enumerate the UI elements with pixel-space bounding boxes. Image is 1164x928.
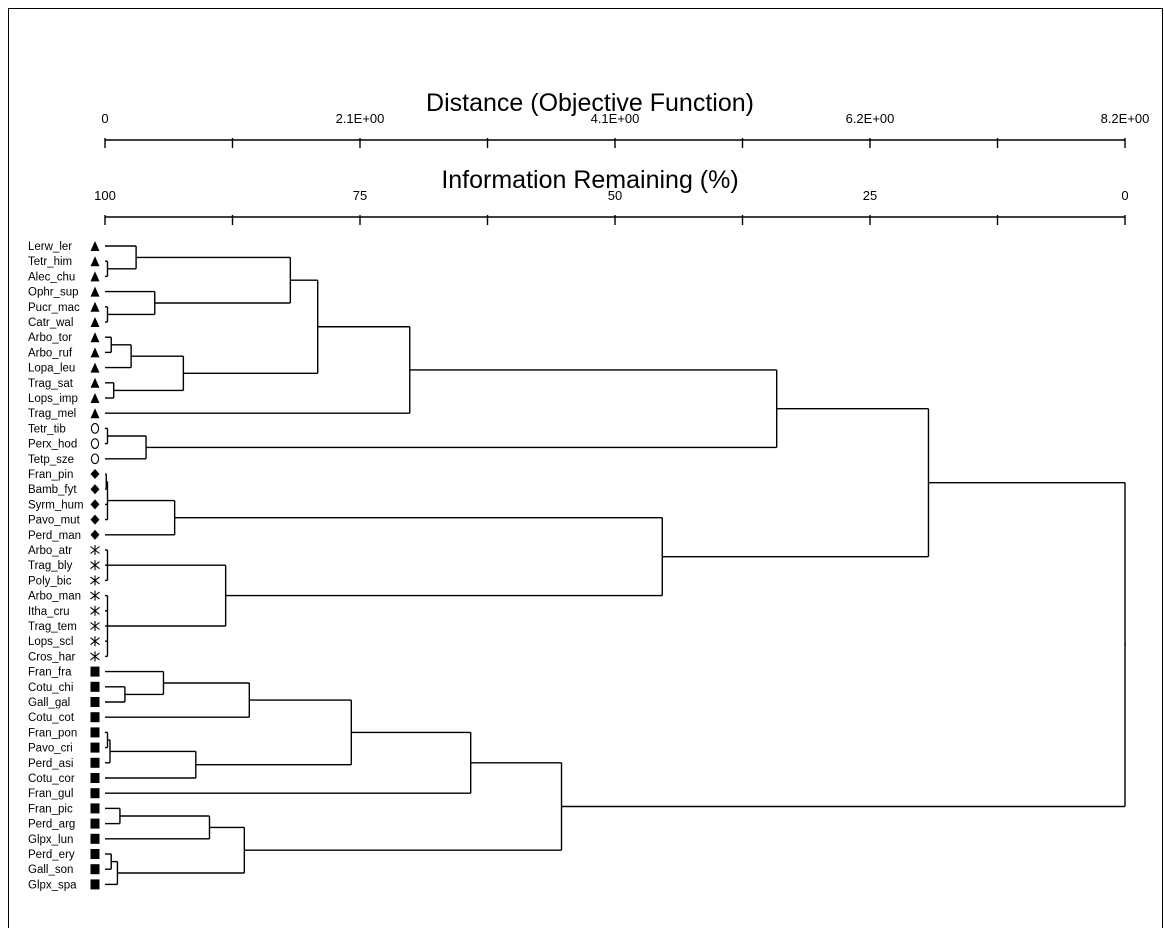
leaf-label: Gall_son xyxy=(28,864,73,876)
leaf-marker-triangle xyxy=(91,363,100,373)
leaf-marker-asterisk xyxy=(91,575,100,585)
leaf-marker-square xyxy=(91,834,100,844)
leaf-label: Fran_gul xyxy=(28,788,73,800)
leaf-marker-asterisk xyxy=(91,621,100,631)
leaf-marker-triangle xyxy=(91,271,100,281)
leaf-label: Itha_cru xyxy=(28,606,70,618)
leaf-label: Tetp_sze xyxy=(28,454,74,466)
leaf-marker-triangle xyxy=(91,378,100,388)
leaf-label: Perx_hod xyxy=(28,439,77,451)
leaf-label: Trag_bly xyxy=(28,560,73,572)
bottom-tick-label: 25 xyxy=(863,188,877,203)
leaf-label: Arbo_tor xyxy=(28,332,72,344)
leaf-marker-diamond xyxy=(91,499,100,509)
bottom-tick-label: 100 xyxy=(94,188,116,203)
leaf-marker-asterisk xyxy=(91,591,100,601)
leaf-marker-square xyxy=(91,864,100,874)
leaf-marker-triangle xyxy=(91,287,100,297)
leaf-label: Fran_pic xyxy=(28,803,73,815)
leaf-marker-square xyxy=(91,773,100,783)
leaf-marker-triangle xyxy=(91,408,100,418)
top-tick-label: 2.1E+00 xyxy=(336,111,385,126)
leaf-marker-square xyxy=(91,743,100,753)
leaf-marker-square xyxy=(91,727,100,737)
leaf-label: Trag_sat xyxy=(28,378,74,390)
leaf-label: Perd_ery xyxy=(28,849,75,861)
leaf-label: Tetr_him xyxy=(28,256,72,268)
leaf-label: Pavo_mut xyxy=(28,515,81,527)
leaf-label: Glpx_lun xyxy=(28,834,73,846)
leaf-label: Poly_bic xyxy=(28,575,72,587)
bottom-axis-title: Information Remaining (%) xyxy=(441,166,738,194)
leaf-label: Fran_fra xyxy=(28,667,72,679)
leaf-label: Perd_arg xyxy=(28,819,75,831)
leaf-marker-diamond xyxy=(91,484,100,494)
leaf-label: Lerw_ler xyxy=(28,241,72,253)
leaf-marker-square xyxy=(91,803,100,813)
leaf-label: Catr_wal xyxy=(28,317,73,329)
leaf-marker-asterisk xyxy=(91,651,100,661)
leaf-marker-diamond xyxy=(91,515,100,525)
leaf-label: Gall_gal xyxy=(28,697,70,709)
leaf-label: Lopa_leu xyxy=(28,363,75,375)
leaf-label: Cros_har xyxy=(28,651,75,663)
leaf-marker-square xyxy=(91,667,100,677)
leaf-label: Pucr_mac xyxy=(28,302,80,314)
leaf-label: Alec_chu xyxy=(28,271,75,283)
leaf-marker-circle xyxy=(91,424,98,434)
leaf-marker-asterisk xyxy=(91,636,100,646)
leaf-label: Ophr_sup xyxy=(28,287,79,299)
leaf-label: Tetr_tib xyxy=(28,423,66,435)
top-tick-label: 4.1E+00 xyxy=(591,111,640,126)
leaf-marker-diamond xyxy=(91,530,100,540)
leaf-label: Fran_pon xyxy=(28,727,77,739)
leaf-label: Lops_imp xyxy=(28,393,78,405)
bottom-tick-label: 50 xyxy=(608,188,622,203)
leaf-label: Arbo_ruf xyxy=(28,347,73,359)
leaf-marker-square xyxy=(91,697,100,707)
bottom-tick-label: 75 xyxy=(353,188,367,203)
top-tick-label: 6.2E+00 xyxy=(846,111,895,126)
leaf-label: Arbo_man xyxy=(28,591,81,603)
top-tick-label: 0 xyxy=(101,111,108,126)
leaf-marker-triangle xyxy=(91,256,100,266)
top-tick-label: 8.2E+00 xyxy=(1101,111,1150,126)
leaf-label: Arbo_atr xyxy=(28,545,72,557)
leaf-marker-square xyxy=(91,849,100,859)
leaf-label: Perd_man xyxy=(28,530,81,542)
leaf-marker-asterisk xyxy=(91,545,100,555)
leaf-marker-square xyxy=(91,819,100,829)
leaf-label: Glpx_spa xyxy=(28,879,77,891)
leaf-marker-triangle xyxy=(91,393,100,403)
leaf-marker-diamond xyxy=(91,469,100,479)
leaf-label: Perd_asi xyxy=(28,758,73,770)
leaf-marker-triangle xyxy=(91,302,100,312)
bottom-tick-label: 0 xyxy=(1121,188,1128,203)
leaf-marker-asterisk xyxy=(91,560,100,570)
leaf-marker-triangle xyxy=(91,241,100,251)
leaf-label: Cotu_chi xyxy=(28,682,73,694)
leaf-marker-triangle xyxy=(91,332,100,342)
leaf-marker-circle xyxy=(91,439,98,449)
leaf-marker-asterisk xyxy=(91,606,100,616)
leaf-label: Cotu_cor xyxy=(28,773,75,785)
leaf-label: Pavo_cri xyxy=(28,743,73,755)
leaf-marker-square xyxy=(91,712,100,722)
leaf-marker-circle xyxy=(91,454,98,464)
leaf-marker-triangle xyxy=(91,347,100,357)
leaf-marker-triangle xyxy=(91,317,100,327)
leaf-marker-square xyxy=(91,758,100,768)
leaf-label: Bamb_fyt xyxy=(28,484,77,496)
leaf-label: Trag_mel xyxy=(28,408,76,420)
leaf-label: Lops_scl xyxy=(28,636,73,648)
leaf-label: Syrm_hum xyxy=(28,499,84,511)
leaf-label: Cotu_cot xyxy=(28,712,75,724)
leaf-marker-square xyxy=(91,682,100,692)
leaf-label: Trag_tem xyxy=(28,621,77,633)
leaf-marker-square xyxy=(91,788,100,798)
leaf-label: Fran_pin xyxy=(28,469,73,481)
leaf-marker-square xyxy=(91,879,100,889)
